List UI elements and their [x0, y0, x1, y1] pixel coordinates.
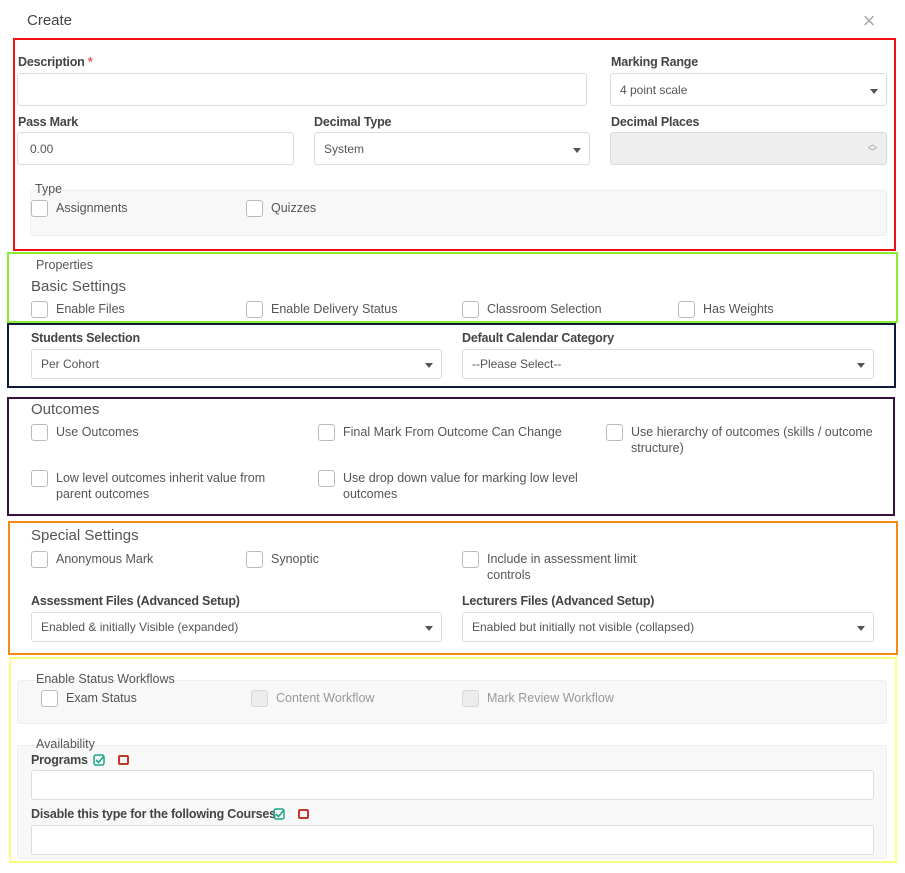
clear-all-icon[interactable] [298, 809, 309, 819]
exam-status-label: Exam Status [66, 691, 137, 705]
type-legend: Type [35, 182, 63, 196]
properties-section-frame [7, 252, 898, 323]
assessment-limit-checkbox[interactable] [462, 551, 479, 568]
decimal-places-label: Decimal Places [611, 115, 700, 129]
anonymous-mark-checkbox[interactable] [31, 551, 48, 568]
hierarchy-outcomes-checkbox[interactable] [606, 424, 623, 441]
chevron-down-icon [857, 626, 865, 631]
use-outcomes-checkbox[interactable] [31, 424, 48, 441]
students-selection-label: Students Selection [31, 331, 140, 345]
low-level-inherit-checkbox[interactable] [31, 470, 48, 487]
workflows-legend: Enable Status Workflows [36, 672, 175, 686]
chevron-down-icon [870, 88, 878, 94]
chevron-down-icon [857, 363, 865, 368]
decimal-type-select[interactable]: System [314, 132, 590, 165]
exam-status-checkbox[interactable] [41, 690, 58, 707]
default-calendar-value: --Please Select-- [472, 357, 562, 371]
assessment-files-value: Enabled & initially Visible (expanded) [41, 620, 239, 634]
use-outcomes-label: Use Outcomes [56, 425, 139, 439]
mark-review-workflow-label: Mark Review Workflow [487, 691, 614, 705]
assignments-checkbox[interactable] [31, 200, 48, 217]
check-all-icon[interactable] [273, 808, 285, 820]
courses-label: Disable this type for the following Cour… [31, 807, 276, 821]
workflows-panel [17, 680, 887, 724]
enable-delivery-status-checkbox[interactable] [246, 301, 263, 318]
content-workflow-checkbox[interactable] [251, 690, 268, 707]
description-label-text: Description [18, 55, 85, 69]
content-workflow-label: Content Workflow [276, 691, 375, 705]
has-weights-checkbox[interactable] [678, 301, 695, 318]
courses-input[interactable] [31, 825, 874, 855]
availability-legend: Availability [36, 737, 95, 751]
basic-settings-title: Basic Settings [31, 278, 127, 295]
decimal-type-value: System [324, 141, 365, 156]
special-settings-title: Special Settings [31, 527, 139, 544]
synoptic-label: Synoptic [271, 552, 319, 566]
default-calendar-label: Default Calendar Category [462, 331, 614, 345]
properties-legend: Properties [36, 258, 93, 272]
final-mark-outcome-checkbox[interactable] [318, 424, 335, 441]
has-weights-label: Has Weights [703, 302, 774, 316]
required-marker: * [87, 55, 93, 69]
quizzes-label: Quizzes [271, 201, 317, 215]
lecturers-files-value: Enabled but initially not visible (colla… [472, 620, 695, 634]
enable-files-label: Enable Files [56, 302, 125, 316]
assessment-files-select[interactable]: Enabled & initially Visible (expanded) [31, 612, 442, 642]
mark-review-workflow-checkbox[interactable] [462, 690, 479, 707]
close-icon[interactable]: × [862, 8, 876, 33]
classroom-selection-label: Classroom Selection [487, 302, 602, 316]
assignments-label: Assignments [56, 201, 128, 215]
dialog-title: Create [27, 12, 73, 29]
outcomes-title: Outcomes [31, 401, 100, 418]
pass-mark-input[interactable]: 0.00 [17, 132, 294, 165]
students-selection-value: Per Cohort [41, 357, 100, 371]
pass-mark-label: Pass Mark [18, 115, 79, 129]
low-level-inherit-label: Low level outcomes inherit value from pa… [56, 471, 266, 501]
hierarchy-outcomes-label: Use hierarchy of outcomes (skills / outc… [631, 425, 873, 455]
final-mark-outcome-label: Final Mark From Outcome Can Change [343, 425, 562, 439]
default-calendar-select[interactable]: --Please Select-- [462, 349, 874, 379]
dropdown-marking-checkbox[interactable] [318, 470, 335, 487]
synoptic-checkbox[interactable] [246, 551, 263, 568]
general-section-frame [13, 38, 896, 251]
anonymous-mark-label: Anonymous Mark [56, 552, 154, 566]
description-label: Description * [18, 55, 93, 69]
enable-files-checkbox[interactable] [31, 301, 48, 318]
enable-delivery-status-label: Enable Delivery Status [271, 302, 398, 316]
assessment-files-label: Assessment Files (Advanced Setup) [31, 594, 240, 608]
dropdown-marking-label: Use drop down value for marking low leve… [343, 471, 578, 501]
lecturers-files-select[interactable]: Enabled but initially not visible (colla… [462, 612, 874, 642]
decimal-places-input[interactable] [610, 132, 887, 165]
classroom-selection-checkbox[interactable] [462, 301, 479, 318]
type-panel [30, 190, 887, 236]
assessment-limit-label: Include in assessment limit controls [487, 552, 637, 582]
selection-section-frame [7, 323, 896, 388]
description-input[interactable] [17, 73, 587, 106]
spinner-arrows-icon[interactable]: ︿ ﹀ [867, 139, 877, 157]
availability-section-frame [9, 657, 897, 863]
marking-range-select[interactable]: 4 point scale [610, 73, 887, 106]
students-selection-select[interactable]: Per Cohort [31, 349, 442, 379]
clear-all-icon[interactable] [118, 755, 129, 765]
decimal-type-label: Decimal Type [314, 115, 392, 129]
lecturers-files-label: Lecturers Files (Advanced Setup) [462, 594, 655, 608]
chevron-down-icon [425, 363, 433, 368]
chevron-down-icon [425, 626, 433, 631]
quizzes-checkbox[interactable] [246, 200, 263, 217]
chevron-down-icon [573, 147, 581, 153]
special-section-frame [8, 521, 898, 655]
outcomes-section-frame [7, 397, 895, 516]
programs-input[interactable] [31, 770, 874, 800]
check-all-icon[interactable] [93, 754, 105, 766]
programs-label: Programs [31, 753, 88, 767]
marking-range-value: 4 point scale [620, 82, 688, 97]
marking-range-label: Marking Range [611, 55, 698, 69]
